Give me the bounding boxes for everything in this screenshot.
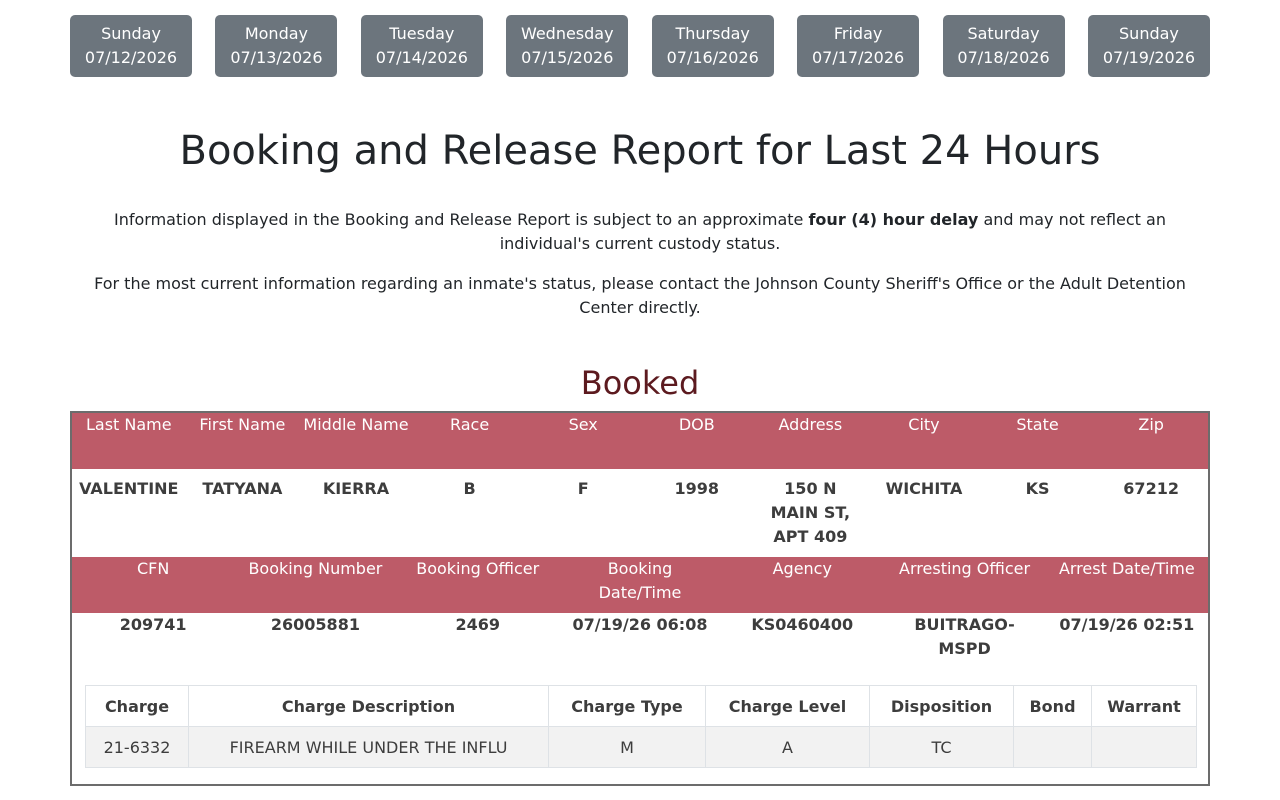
value-booking-datetime: 07/19/26 06:08 — [572, 615, 708, 634]
header-charge: Charge — [85, 685, 189, 727]
header-city: City — [908, 415, 940, 434]
day-name: Wednesday — [520, 24, 614, 43]
header-cfn: CFN — [136, 559, 170, 578]
day-button-5[interactable]: Friday 07/17/2026 — [797, 15, 920, 77]
header-booking-datetime: Booking Date/Time — [598, 559, 682, 602]
header-charge-description: Charge Description — [188, 685, 549, 727]
header-state: State — [1016, 415, 1059, 434]
day-navigation: Sunday 07/12/2026 Monday 07/13/2026 Tuesda… — [70, 15, 1210, 77]
day-date: 07/19/2026 — [1102, 48, 1196, 67]
value-cfn: 209741 — [119, 615, 187, 634]
person-value-row: VALENTINE TATYANA KIERRA B F 1998 150 N … — [72, 469, 1208, 557]
value-race: B — [463, 479, 476, 498]
header-sex: Sex — [568, 415, 598, 434]
charge-level: A — [705, 726, 870, 768]
charge-bond — [1013, 726, 1092, 768]
header-agency: Agency — [772, 559, 832, 578]
header-charge-type: Charge Type — [548, 685, 706, 727]
day-date: 07/12/2026 — [84, 48, 178, 67]
header-booking-officer: Booking Officer — [416, 559, 540, 578]
day-date: 07/15/2026 — [521, 48, 614, 67]
header-middle-name: Middle Name — [303, 415, 409, 434]
value-sex: F — [577, 479, 589, 498]
header-arrest-datetime: Arrest Date/Time — [1058, 559, 1195, 578]
day-name: Monday — [244, 24, 308, 43]
charge-disposition: TC — [869, 726, 1014, 768]
value-booking-officer: 2469 — [455, 615, 500, 634]
value-booking-number: 26005881 — [270, 615, 360, 634]
day-button-7[interactable]: Sunday 07/19/2026 — [1087, 15, 1210, 77]
day-date: 07/14/2026 — [375, 48, 468, 67]
day-name: Sunday — [101, 24, 161, 43]
charge-description: FIREARM WHILE UNDER THE INFLU — [188, 726, 549, 768]
value-arrest-datetime: 07/19/26 02:51 — [1059, 615, 1195, 634]
section-title-booked: Booked — [580, 364, 700, 402]
header-race: Race — [449, 415, 490, 434]
day-name: Thursday — [675, 24, 750, 43]
day-name: Saturday — [967, 24, 1040, 43]
value-arresting-officer: BUITRAGO-MSPD — [914, 615, 1015, 658]
day-button-4[interactable]: Thursday 07/16/2026 — [651, 15, 774, 77]
delay-notice-before: Information displayed in the Booking and… — [114, 210, 809, 229]
delay-notice-after: and may not reflect an individual's curr… — [499, 210, 1166, 253]
table-row: 21-6332 FIREARM WHILE UNDER THE INFLU M … — [85, 726, 1197, 768]
page-title: Booking and Release Report for Last 24 H… — [179, 128, 1101, 174]
day-name: Sunday — [1119, 24, 1179, 43]
charge-warrant — [1091, 726, 1197, 768]
day-button-1[interactable]: Monday 07/13/2026 — [215, 15, 338, 77]
header-bond: Bond — [1013, 685, 1092, 727]
value-agency: KS0460400 — [751, 615, 854, 634]
day-button-2[interactable]: Tuesday 07/14/2026 — [360, 15, 483, 77]
charge-type: M — [548, 726, 706, 768]
contact-notice: For the most current information regardi… — [94, 274, 1186, 317]
header-disposition: Disposition — [869, 685, 1014, 727]
header-last-name: Last Name — [85, 415, 172, 434]
value-first-name: TATYANA — [202, 479, 283, 498]
header-arresting-officer: Arresting Officer — [899, 559, 1031, 578]
value-last-name: VALENTINE — [79, 479, 179, 498]
charge-code: 21-6332 — [85, 726, 189, 768]
booking-header-row: CFN Booking Number Booking Officer Booki… — [72, 557, 1208, 613]
header-first-name: First Name — [199, 415, 286, 434]
value-address: 150 N MAIN ST, APT 409 — [770, 479, 851, 546]
header-dob: DOB — [678, 415, 715, 434]
value-middle-name: KIERRA — [322, 479, 390, 498]
day-name: Tuesday — [389, 24, 455, 43]
charges-table: Charge Charge Description Charge Type Ch… — [85, 685, 1197, 768]
delay-notice-bold: four (4) hour delay — [808, 210, 979, 229]
value-state: KS — [1025, 479, 1050, 498]
day-button-6[interactable]: Saturday 07/18/2026 — [942, 15, 1065, 77]
booking-record: Last Name First Name Middle Name Race Se… — [70, 411, 1210, 786]
day-date: 07/18/2026 — [957, 48, 1050, 67]
day-name: Friday — [833, 24, 883, 43]
header-warrant: Warrant — [1091, 685, 1197, 727]
header-charge-level: Charge Level — [705, 685, 870, 727]
day-button-3[interactable]: Wednesday 07/15/2026 — [506, 15, 629, 77]
day-date: 07/17/2026 — [812, 48, 905, 67]
booking-value-row: 209741 26005881 2469 07/19/26 06:08 KS04… — [72, 613, 1208, 685]
charges-header-row: Charge Charge Description Charge Type Ch… — [85, 685, 1197, 727]
page: Sunday 07/12/2026 Monday 07/13/2026 Tuesda… — [70, 0, 1210, 786]
person-header-row: Last Name First Name Middle Name Race Se… — [72, 413, 1208, 469]
header-address: Address — [778, 415, 843, 434]
day-date: 07/16/2026 — [666, 48, 759, 67]
header-zip: Zip — [1138, 415, 1164, 434]
value-zip: 67212 — [1123, 479, 1179, 498]
day-button-0[interactable]: Sunday 07/12/2026 — [70, 15, 192, 77]
value-city: WICHITA — [885, 479, 963, 498]
delay-notice: Information displayed in the Booking and… — [105, 208, 1175, 256]
day-date: 07/13/2026 — [230, 48, 323, 67]
value-dob: 1998 — [674, 479, 720, 498]
header-booking-number: Booking Number — [248, 559, 383, 578]
